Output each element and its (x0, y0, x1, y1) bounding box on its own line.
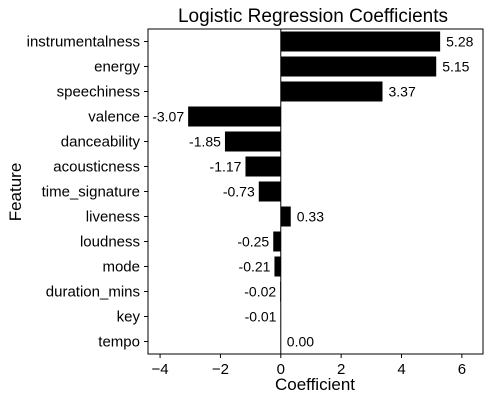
y-tick-label: acousticness (53, 159, 140, 176)
data-label: -0.01 (245, 309, 277, 325)
data-label: -1.85 (189, 134, 221, 150)
x-axis-label: Coefficient (275, 375, 355, 394)
y-tick-label: instrumentalness (27, 34, 140, 51)
y-tick-label: speechiness (57, 84, 140, 101)
bar-mode (274, 257, 280, 277)
bar-acousticness (245, 157, 280, 177)
bar-speechiness (281, 82, 383, 102)
data-label: 0.00 (287, 334, 314, 350)
bar-instrumentalness (281, 32, 440, 52)
data-label: 0.33 (297, 209, 324, 225)
y-tick-label: duration_mins (46, 284, 140, 301)
bar-danceability (225, 132, 281, 152)
bar-liveness (281, 207, 291, 227)
y-tick-label: loudness (80, 234, 140, 251)
y-tick-label: valence (88, 109, 140, 126)
x-tick-label: −2 (212, 361, 229, 378)
data-label: -0.21 (239, 259, 271, 275)
x-tick-label: −4 (152, 361, 169, 378)
bar-loudness (273, 232, 281, 252)
x-tick-label: 6 (458, 361, 466, 378)
data-label: 5.15 (442, 59, 469, 75)
chart-title: Logistic Regression Coefficients (178, 6, 448, 27)
bar-energy (281, 57, 436, 77)
y-axis-label: Feature (6, 163, 25, 222)
data-label: -0.73 (223, 184, 255, 200)
y-tick-label: liveness (86, 209, 140, 226)
bar-valence (188, 107, 281, 127)
y-tick-label: energy (94, 59, 140, 76)
y-tick-label: mode (102, 259, 140, 276)
data-label: -3.07 (152, 109, 184, 125)
data-label: 3.37 (389, 84, 416, 100)
y-tick-label: time_signature (42, 184, 140, 201)
data-label: -0.25 (237, 234, 269, 250)
y-tick-label: key (117, 309, 141, 326)
y-tick-label: danceability (61, 134, 141, 151)
plot-frame (148, 29, 483, 354)
plot-area: instrumentalness 5.28 energy 5.15 speechines… (27, 29, 474, 378)
bar-duration_mins (280, 282, 281, 302)
data-label: 5.28 (446, 34, 473, 50)
data-label: -0.02 (244, 284, 276, 300)
bar-time_signature (259, 182, 281, 202)
x-tick-label: 4 (397, 361, 405, 378)
y-tick-label: tempo (98, 334, 140, 351)
data-label: -1.17 (210, 159, 242, 175)
